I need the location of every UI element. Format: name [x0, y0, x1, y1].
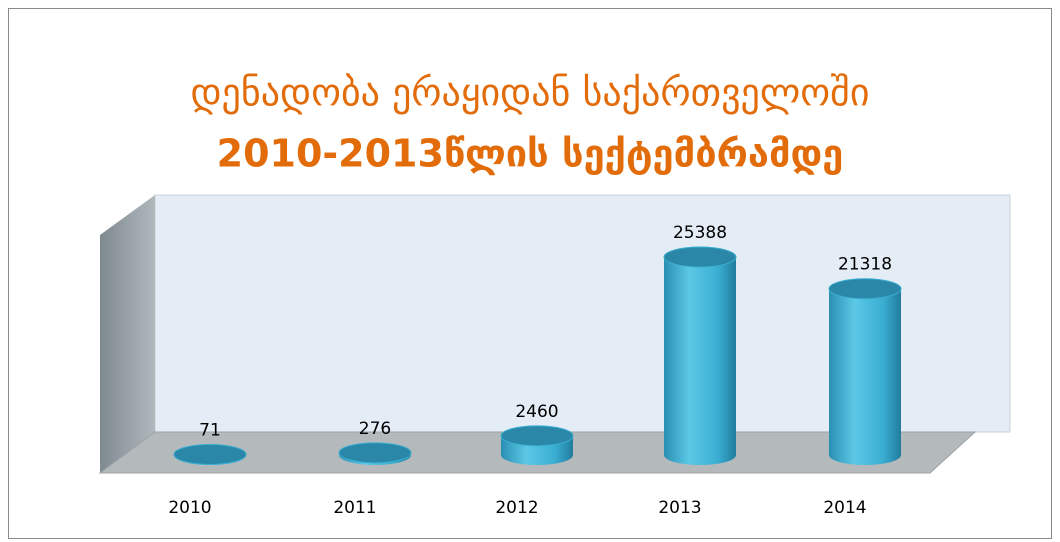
cylinder-top [173, 443, 247, 465]
x-tick-label: 2012 [495, 498, 538, 518]
value-label: 21318 [838, 255, 892, 275]
cylinder-top [338, 442, 412, 464]
cylinder-body [829, 288, 901, 465]
x-tick-label: 2014 [823, 498, 866, 518]
x-tick-label: 2010 [168, 498, 211, 518]
cylinder-top [500, 425, 574, 447]
cylinder-top [828, 278, 902, 300]
x-tick-label: 2013 [658, 498, 701, 518]
chart-title: 2010-2013წლის სექტემბრამდე [217, 132, 844, 176]
chart-title: დენადობა ერაყიდან საქართველოში [190, 71, 869, 115]
value-label: 71 [199, 420, 221, 440]
side-wall [100, 195, 155, 473]
value-label: 276 [359, 419, 391, 439]
value-label: 2460 [515, 402, 558, 422]
x-tick-label: 2011 [333, 498, 376, 518]
cylinder-body [664, 257, 736, 465]
cylinder-top [663, 246, 737, 268]
value-label: 25388 [673, 223, 727, 243]
